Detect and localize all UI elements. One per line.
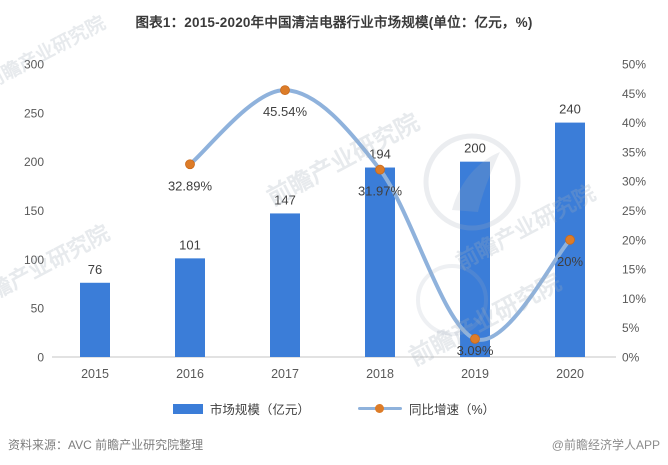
line-swatch-marker bbox=[374, 404, 384, 413]
combo-chart-plot: 0 50 100 150 200 250 300 0% 5% 10% 15% 20% 25% 30% 35%… bbox=[24, 58, 646, 382]
right-axis-tick: 0% bbox=[622, 351, 640, 365]
legend-item-market-size: 市场规模（亿元） bbox=[172, 399, 310, 418]
line-point-label: 31.97% bbox=[358, 184, 403, 199]
right-axis-tick: 5% bbox=[622, 321, 640, 335]
line-series-swatch bbox=[357, 404, 402, 414]
right-axis-tick: 20% bbox=[622, 233, 646, 247]
bar-2019 bbox=[460, 161, 490, 357]
line-point-label: 32.89% bbox=[168, 178, 213, 193]
data-point-marker bbox=[470, 333, 480, 344]
chart-legend: 市场规模（亿元） 同比增速（%） bbox=[0, 399, 668, 418]
right-axis-tick: 25% bbox=[622, 204, 646, 218]
x-axis-label: 2017 bbox=[271, 367, 299, 381]
growth-rate-line bbox=[188, 88, 572, 342]
x-axis-label: 2019 bbox=[461, 367, 489, 381]
x-axis-label: 2015 bbox=[81, 367, 109, 381]
right-axis-tick: 50% bbox=[622, 58, 646, 72]
data-point-marker bbox=[375, 164, 385, 175]
x-axis-label: 2018 bbox=[366, 367, 394, 381]
left-axis-tick: 200 bbox=[24, 155, 44, 169]
legend-label: 同比增速（%） bbox=[408, 403, 496, 417]
data-point-marker bbox=[280, 85, 290, 96]
data-point-marker bbox=[565, 234, 575, 245]
bar-value-label: 200 bbox=[464, 141, 486, 156]
line-point-label: 20% bbox=[557, 254, 583, 269]
bar-value-label: 76 bbox=[88, 262, 102, 277]
right-axis-tick: 15% bbox=[622, 263, 646, 277]
data-point-marker bbox=[185, 159, 195, 170]
credit-text: @前瞻经济学人APP bbox=[551, 438, 660, 452]
left-axis-tick: 100 bbox=[24, 253, 44, 267]
left-axis-tick: 250 bbox=[24, 106, 44, 120]
line-point-label: 45.54% bbox=[263, 104, 308, 119]
bar-2015 bbox=[80, 282, 110, 357]
bar-value-label: 240 bbox=[559, 102, 581, 117]
bar-2018 bbox=[365, 167, 395, 357]
bar-value-label: 147 bbox=[274, 192, 296, 207]
bar-value-label: 101 bbox=[179, 237, 201, 252]
left-axis-tick: 0 bbox=[37, 351, 44, 365]
bar-2016 bbox=[175, 258, 205, 357]
legend-label: 市场规模（亿元） bbox=[209, 403, 310, 417]
legend-item-growth-rate: 同比增速（%） bbox=[357, 399, 496, 418]
right-axis-tick: 10% bbox=[622, 292, 646, 306]
left-axis-tick: 150 bbox=[24, 204, 44, 218]
line-point-label: 3.09% bbox=[457, 343, 494, 358]
right-axis-tick: 40% bbox=[622, 116, 646, 130]
left-axis-tick: 50 bbox=[31, 302, 45, 316]
x-axis-label: 2016 bbox=[176, 367, 204, 381]
data-source-text: 资料来源：AVC 前瞻产业研究院整理 bbox=[8, 438, 204, 452]
chart-title: 图表1：2015-2020年中国清洁电器行业市场规模(单位：亿元，%) bbox=[135, 15, 533, 30]
left-axis-tick: 300 bbox=[24, 58, 44, 72]
right-axis-tick: 30% bbox=[622, 175, 646, 189]
right-axis-tick: 35% bbox=[622, 145, 646, 159]
bar-value-label: 194 bbox=[369, 147, 391, 162]
x-axis-label: 2020 bbox=[556, 367, 584, 381]
right-axis-tick: 45% bbox=[622, 87, 646, 101]
bar-2017 bbox=[270, 213, 300, 357]
bar-series-swatch bbox=[172, 403, 203, 414]
